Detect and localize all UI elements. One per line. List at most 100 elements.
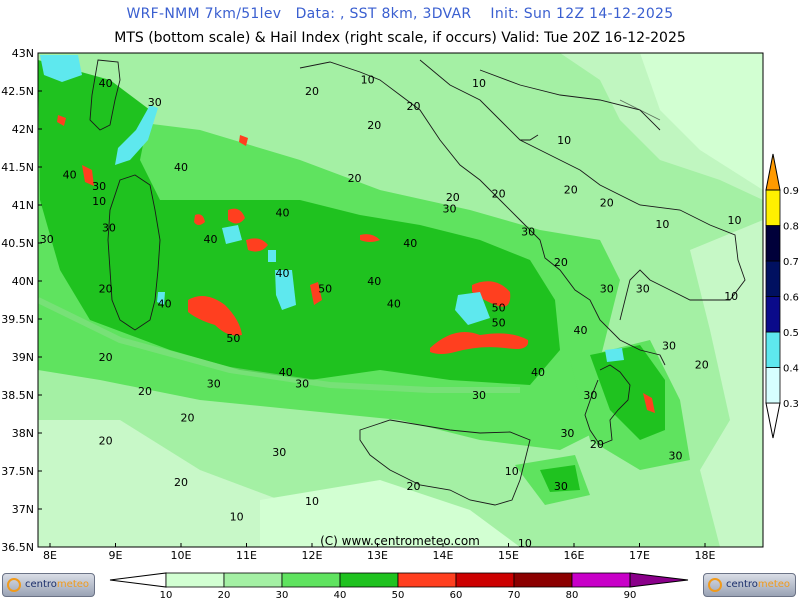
contour-label: 40: [367, 275, 381, 288]
contour-label: 20: [99, 351, 113, 364]
colorbar-swatch: [513, 572, 573, 588]
lat-tick-label: 38N: [12, 427, 34, 440]
contour-label: 10: [518, 537, 532, 550]
lat-tick-label: 37.5N: [1, 465, 34, 478]
contour-label: 40: [63, 168, 77, 181]
hail-bar-label: 0.7: [783, 257, 799, 268]
colorbar-label: 60: [450, 590, 463, 600]
hail-bar-swatch: [765, 260, 781, 297]
contour-label: 10: [472, 77, 486, 90]
colorbar-swatch: [571, 572, 631, 588]
hail-bar-swatch: [765, 367, 781, 404]
mts-fields: [38, 53, 763, 547]
contour-label: 50: [318, 282, 332, 295]
lat-tick-label: 39.5N: [1, 313, 34, 326]
colorbar-label: 30: [276, 590, 289, 600]
contour-label: 40: [531, 366, 545, 379]
contour-label: 40: [574, 324, 588, 337]
colorbar-swatch: [165, 572, 225, 588]
contour-label: 40: [276, 206, 290, 219]
lon-tick-label: 14E: [433, 549, 454, 562]
lon-tick-label: 18E: [695, 549, 716, 562]
lat-tick-label: 40N: [12, 275, 34, 288]
lon-tick-label: 17E: [629, 549, 650, 562]
hail-bar-swatch: [765, 331, 781, 368]
contour-label: 20: [181, 412, 195, 425]
contour-label: 50: [226, 332, 240, 345]
contour-label: 10: [557, 134, 571, 147]
contour-label: 30: [295, 377, 309, 390]
contour-label: 10: [655, 218, 669, 231]
centrometeo-logo-left: centrometeo: [2, 573, 95, 597]
colorbar-swatch: [455, 572, 515, 588]
contour-label: 10: [724, 290, 738, 303]
colorbar-right-arrow: [629, 572, 689, 588]
contour-label: 30: [560, 427, 574, 440]
hail-bar-swatch: [765, 189, 781, 226]
contour-label: 20: [138, 385, 152, 398]
lon-tick-label: 11E: [236, 549, 257, 562]
colorbar-label: 80: [566, 590, 579, 600]
contour-label: 20: [407, 480, 421, 493]
contour-label: 30: [472, 389, 486, 402]
contour-label: 10: [505, 465, 519, 478]
lat-tick-label: 37N: [12, 503, 34, 516]
colorbar-label: 70: [508, 590, 521, 600]
contour-label: 30: [636, 282, 650, 295]
lat-tick-label: 42N: [12, 123, 34, 136]
hail-bar-label: 0.8: [783, 222, 799, 233]
contour-label: 30: [443, 203, 457, 216]
lat-tick-label: 41N: [12, 199, 34, 212]
hail-bar-label: 0.3: [783, 399, 799, 410]
hail-bar-swatch: [765, 296, 781, 333]
hail-colorbar: 0.3 0.4 0.5 0.6 0.7 0.8 0.9: [765, 153, 799, 439]
contour-label: 50: [492, 301, 506, 314]
colorbar-label: 90: [624, 590, 637, 600]
lat-tick-label: 38.5N: [1, 389, 34, 402]
lat-tick-label: 41.5N: [1, 161, 34, 174]
contour-label: 10: [230, 510, 244, 523]
contour-label: 40: [387, 298, 401, 311]
contour-label: 30: [40, 233, 54, 246]
colorbar-swatch: [339, 572, 399, 588]
contour-label: 40: [99, 77, 113, 90]
contour-label: 30: [102, 222, 116, 235]
contour-label: 30: [554, 480, 568, 493]
logo-ring-icon: [708, 578, 722, 592]
contour-label: 10: [305, 495, 319, 508]
contour-label: 40: [174, 161, 188, 174]
contour-label: 40: [279, 366, 293, 379]
title-field: MTS (bottom scale) & Hail Index (right s…: [114, 30, 686, 46]
copyright-text: (C) www.centrometeo.com: [320, 534, 480, 548]
colorbar-swatch: [223, 572, 283, 588]
lat-tick-label: 42.5N: [1, 85, 34, 98]
contour-label: 10: [361, 73, 375, 86]
contour-label: 20: [407, 100, 421, 113]
hail-bar-bottom-arrow: [765, 402, 781, 439]
colorbar-label: 20: [218, 590, 231, 600]
coastlines: [89, 59, 746, 506]
contour-label: 30: [662, 339, 676, 352]
hail-bar-label: 0.5: [783, 328, 799, 339]
colorbar-label: 10: [160, 590, 173, 600]
lon-tick-label: 16E: [564, 549, 585, 562]
contour-label: 30: [148, 96, 162, 109]
colorbar-swatch: [281, 572, 341, 588]
contour-label: 20: [600, 197, 614, 210]
mts-colorbar: 10 20 30 40 50 60 70 80 90: [109, 572, 689, 600]
contour-label: 30: [600, 282, 614, 295]
contour-label: 20: [492, 187, 506, 200]
contour-label: 30: [521, 225, 535, 238]
contour-label: 20: [99, 434, 113, 447]
contour-label: 20: [564, 184, 578, 197]
longitude-axis: 8E 9E 10E 11E 12E 13E 14E 15E 16E 17E 18E: [43, 543, 716, 562]
contour-label: 40: [203, 233, 217, 246]
title-model: WRF-NMM 7km/51lev Data: , SST 8km, 3DVAR…: [126, 6, 674, 22]
hail-bar-label: 0.9: [783, 186, 799, 197]
colorbar-swatch: [397, 572, 457, 588]
lat-tick-label: 36.5N: [1, 541, 34, 554]
logo-ring-icon: [7, 578, 21, 592]
centrometeo-logo-right: centrometeo: [703, 573, 796, 597]
lon-tick-label: 15E: [498, 549, 519, 562]
